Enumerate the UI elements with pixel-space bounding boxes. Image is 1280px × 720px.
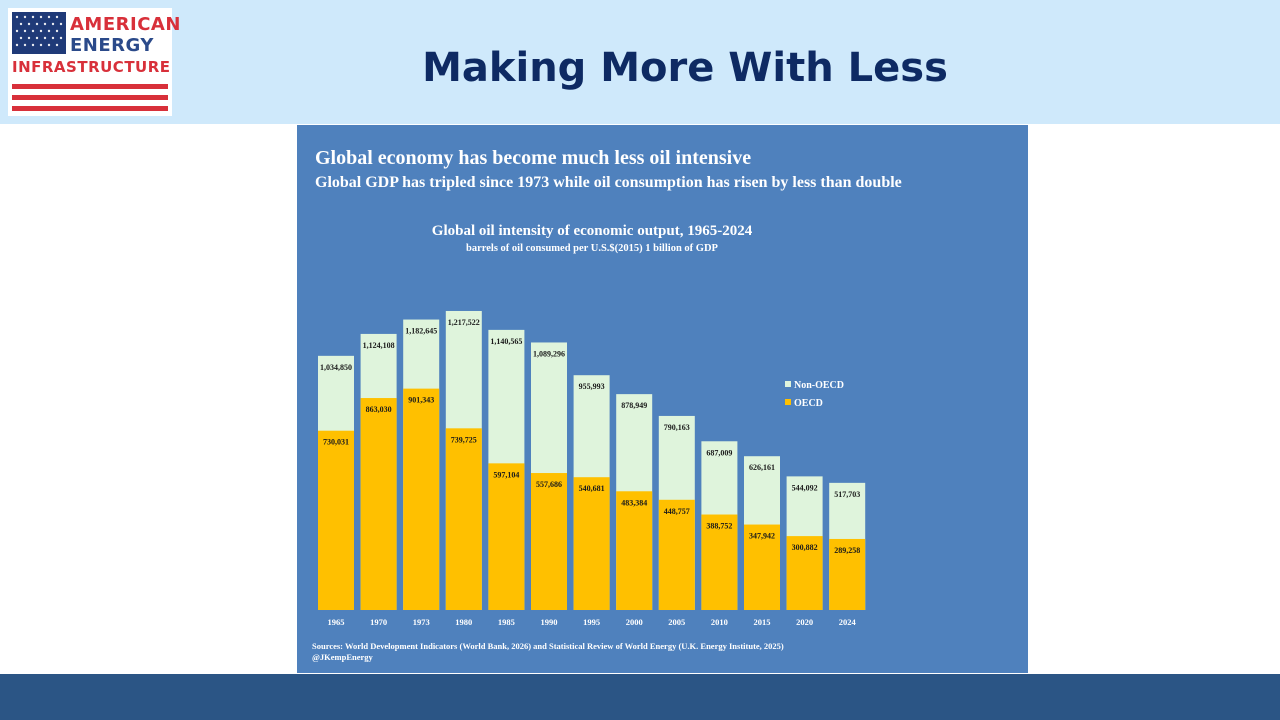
bar-oecd-2010 <box>701 514 738 610</box>
x-tick-label-1980: 1980 <box>455 617 472 627</box>
legend-item-non-oecd: Non-OECD <box>785 380 844 398</box>
bar-oecd-1990 <box>531 473 567 610</box>
x-tick-label-1985: 1985 <box>498 617 515 627</box>
data-label-non-oecd-1990: 1,089,296 <box>533 349 565 358</box>
data-label-oecd-1980: 739,725 <box>451 435 477 444</box>
bar-oecd-1970 <box>360 398 397 610</box>
data-label-non-oecd-1973: 1,182,645 <box>405 327 437 336</box>
chart-panel: Global economy has become much less oil … <box>297 125 1028 673</box>
legend-swatch-oecd <box>785 399 791 405</box>
logo-stripes <box>12 82 168 114</box>
x-tick-label-1990: 1990 <box>541 617 558 627</box>
logo-line-3: INFRASTRUCTURE <box>12 58 171 76</box>
chart-subheadline: Global GDP has tripled since 1973 while … <box>315 174 902 191</box>
data-label-oecd-1995: 540,681 <box>579 484 605 493</box>
data-label-oecd-1985: 597,104 <box>493 470 519 479</box>
footer-bar <box>0 674 1280 720</box>
logo-line-2: ENERGY <box>70 35 154 56</box>
x-tick-label-2024: 2024 <box>839 617 857 627</box>
x-tick-label-2010: 2010 <box>711 617 728 627</box>
data-label-non-oecd-1985: 1,140,565 <box>490 337 522 346</box>
data-label-oecd-2000: 483,384 <box>621 498 647 507</box>
x-tick-label-1970: 1970 <box>370 617 387 627</box>
x-tick-label-2000: 2000 <box>626 617 643 627</box>
oil-intensity-bar-chart: 1,034,850 730,031 1965 1,124,108 863,030 1970… <box>318 310 866 627</box>
logo-line-1: AMERICAN <box>70 14 181 35</box>
x-tick-label-1973: 1973 <box>413 617 430 627</box>
x-tick-label-2015: 2015 <box>754 617 771 627</box>
data-label-oecd-2015: 347,942 <box>749 532 775 541</box>
chart-subtitle: barrels of oil consumed per U.S.$(2015) … <box>466 243 718 254</box>
x-tick-label-1965: 1965 <box>328 617 345 627</box>
data-label-oecd-2005: 448,757 <box>664 507 690 516</box>
bar-oecd-2005 <box>658 499 695 610</box>
data-label-non-oecd-2000: 878,949 <box>621 401 647 410</box>
us-flag-icon <box>12 12 66 54</box>
data-label-non-oecd-1965: 1,034,850 <box>320 363 352 372</box>
data-label-oecd-2020: 300,882 <box>792 543 818 552</box>
data-label-non-oecd-1980: 1,217,522 <box>448 318 480 327</box>
data-label-oecd-2024: 289,258 <box>834 546 860 555</box>
bar-oecd-2020 <box>786 536 823 610</box>
x-tick-label-2005: 2005 <box>668 617 685 627</box>
data-label-non-oecd-2010: 687,009 <box>706 448 732 457</box>
data-label-oecd-1973: 901,343 <box>408 396 434 405</box>
american-energy-infrastructure-logo: AMERICAN ENERGY INFRASTRUCTURE <box>8 8 180 116</box>
bar-oecd-1995 <box>573 477 610 610</box>
data-label-non-oecd-1970: 1,124,108 <box>363 341 395 350</box>
bar-oecd-1980 <box>445 428 482 610</box>
legend-swatch-non-oecd <box>785 381 791 387</box>
x-tick-label-2020: 2020 <box>796 617 813 627</box>
data-label-non-oecd-2024: 517,703 <box>834 490 860 499</box>
data-label-oecd-2010: 388,752 <box>706 522 732 531</box>
data-label-non-oecd-2005: 790,163 <box>664 423 690 432</box>
bar-oecd-2015 <box>744 524 780 610</box>
sources-text: Sources: World Development Indicators (W… <box>312 641 784 651</box>
legend-item-oecd: OECD <box>785 398 844 416</box>
bar-oecd-1985 <box>488 463 525 610</box>
data-label-oecd-1990: 557,686 <box>536 480 562 489</box>
bar-oecd-2000 <box>616 491 653 610</box>
bar-oecd-2024 <box>829 538 866 610</box>
chart-legend: Non-OECD OECD <box>785 380 844 416</box>
legend-label-oecd: OECD <box>794 398 823 409</box>
data-label-oecd-1965: 730,031 <box>323 438 349 447</box>
chart-headline: Global economy has become much less oil … <box>315 147 752 169</box>
chart-title: Global oil intensity of economic output,… <box>431 223 753 239</box>
bar-oecd-1965 <box>318 430 354 610</box>
page-title: Making More With Less <box>422 45 948 91</box>
data-label-non-oecd-1995: 955,993 <box>579 382 605 391</box>
header-bar: AMERICAN ENERGY INFRASTRUCTURE Making Mo… <box>0 0 1280 124</box>
data-label-oecd-1970: 863,030 <box>366 405 392 414</box>
x-tick-label-1995: 1995 <box>583 617 600 627</box>
chart-sources: Sources: World Development Indicators (W… <box>312 641 784 663</box>
bar-oecd-1973 <box>403 388 440 610</box>
legend-label-non-oecd: Non-OECD <box>794 380 845 391</box>
credit-text: @JKempEnergy <box>312 652 373 662</box>
data-label-non-oecd-2020: 544,092 <box>792 483 818 492</box>
data-label-non-oecd-2015: 626,161 <box>749 463 775 472</box>
